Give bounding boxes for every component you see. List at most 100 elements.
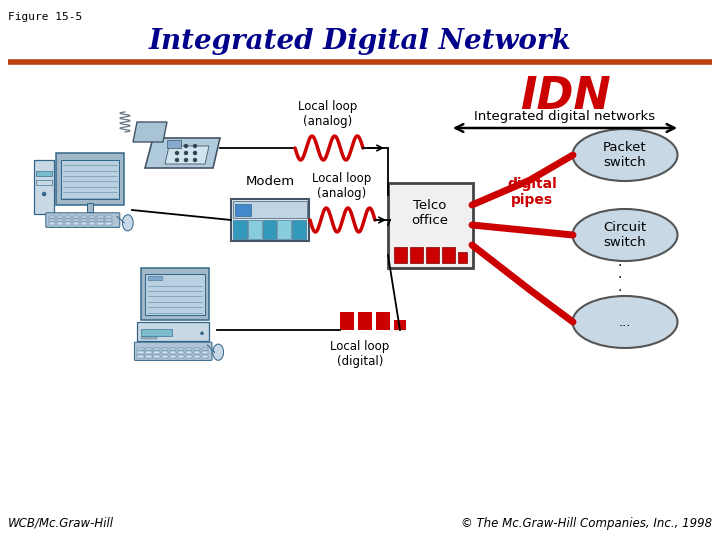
Polygon shape	[145, 138, 220, 168]
Bar	[235, 204, 251, 216]
Bar	[138, 352, 143, 354]
Bar	[145, 352, 152, 354]
Text: Modem: Modem	[246, 175, 294, 188]
Bar	[178, 348, 184, 350]
Bar	[186, 348, 192, 350]
Bar	[49, 219, 55, 221]
Bar	[263, 220, 276, 239]
Bar	[178, 355, 184, 357]
FancyBboxPatch shape	[34, 160, 54, 214]
Bar	[89, 222, 95, 225]
Text: Integrated digital networks: Integrated digital networks	[474, 110, 656, 123]
Bar	[138, 355, 143, 357]
Bar	[145, 274, 204, 315]
Bar	[73, 219, 79, 221]
Text: Packet
switch: Packet switch	[603, 141, 647, 169]
Text: Local loop
(analog): Local loop (analog)	[298, 100, 358, 128]
Bar	[73, 216, 79, 218]
Bar	[148, 276, 161, 280]
Bar	[36, 180, 53, 185]
Bar	[49, 222, 55, 225]
FancyBboxPatch shape	[56, 153, 125, 205]
Text: ...: ...	[618, 315, 631, 328]
Bar	[170, 348, 176, 350]
Bar	[202, 355, 208, 357]
Bar	[441, 246, 454, 262]
Bar	[202, 352, 208, 354]
Bar	[457, 252, 467, 262]
Text: Local loop
(analog): Local loop (analog)	[312, 172, 372, 200]
Text: Figure 15-5: Figure 15-5	[8, 12, 82, 22]
FancyBboxPatch shape	[231, 199, 309, 241]
Bar	[97, 222, 104, 225]
Circle shape	[193, 151, 197, 155]
Circle shape	[200, 332, 204, 335]
Ellipse shape	[572, 209, 678, 261]
Text: Local loop
(digital): Local loop (digital)	[330, 340, 390, 368]
Bar	[57, 216, 63, 218]
Bar	[358, 312, 372, 330]
Text: Telco
office: Telco office	[412, 199, 449, 227]
Bar	[202, 348, 208, 350]
Bar	[161, 348, 168, 350]
Text: Integrated Digital Network: Integrated Digital Network	[148, 28, 572, 55]
FancyBboxPatch shape	[46, 213, 120, 227]
Bar	[394, 320, 406, 330]
Bar	[410, 246, 423, 262]
Bar	[81, 219, 87, 221]
Bar	[178, 352, 184, 354]
Bar	[81, 222, 87, 225]
Text: WCB/Mc.Graw-Hill: WCB/Mc.Graw-Hill	[8, 517, 114, 530]
Bar	[153, 348, 160, 350]
Bar	[57, 219, 63, 221]
Bar	[426, 246, 438, 262]
FancyBboxPatch shape	[387, 183, 472, 267]
Bar	[340, 312, 354, 330]
Bar	[153, 355, 160, 357]
Bar	[292, 220, 306, 239]
Bar	[194, 348, 200, 350]
Bar	[194, 355, 200, 357]
Bar	[248, 220, 261, 239]
Bar	[153, 352, 160, 354]
Bar	[233, 220, 247, 239]
Bar	[65, 216, 71, 218]
Bar	[161, 352, 168, 354]
Bar	[49, 216, 55, 218]
Circle shape	[175, 144, 179, 148]
Text: IDN: IDN	[520, 75, 611, 118]
Bar	[145, 348, 152, 350]
Circle shape	[175, 151, 179, 155]
Text: digital
pipes: digital pipes	[507, 177, 557, 207]
Bar	[141, 337, 157, 339]
Bar	[65, 222, 71, 225]
Bar	[73, 222, 79, 225]
Bar	[167, 140, 181, 148]
Bar	[57, 222, 63, 225]
FancyBboxPatch shape	[138, 322, 210, 341]
Text: © The Mc.Graw-Hill Companies, Inc., 1998: © The Mc.Graw-Hill Companies, Inc., 1998	[461, 517, 712, 530]
Text: ·
·
·: · · ·	[618, 259, 622, 299]
Bar	[376, 312, 390, 330]
Bar	[97, 216, 104, 218]
Circle shape	[42, 192, 46, 196]
FancyBboxPatch shape	[135, 342, 212, 360]
Bar	[186, 352, 192, 354]
Bar	[61, 160, 119, 199]
Ellipse shape	[572, 129, 678, 181]
Circle shape	[184, 144, 188, 148]
Circle shape	[193, 158, 197, 162]
Polygon shape	[165, 146, 209, 164]
Bar	[233, 201, 307, 218]
Bar	[277, 220, 291, 239]
Bar	[105, 222, 112, 225]
Bar	[394, 246, 407, 262]
FancyBboxPatch shape	[141, 268, 210, 320]
Ellipse shape	[122, 215, 133, 231]
Circle shape	[184, 158, 188, 162]
Bar	[105, 219, 112, 221]
Bar	[161, 355, 168, 357]
Bar	[81, 216, 87, 218]
Bar	[170, 352, 176, 354]
Bar	[186, 355, 192, 357]
